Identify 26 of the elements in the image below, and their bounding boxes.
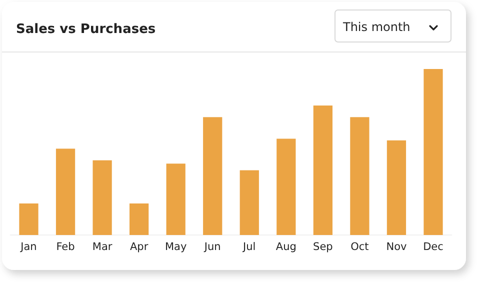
text: This month <box>342 20 410 34</box>
x-tick-label: Oct <box>350 241 369 253</box>
x-tick-label: Nov <box>386 241 407 253</box>
x-tick-label: Apr <box>130 241 149 253</box>
x-tick-label: Dec <box>423 241 444 253</box>
bar <box>92 160 112 235</box>
bar <box>276 138 296 235</box>
bar <box>240 170 259 235</box>
x-tick-label: Jul <box>242 241 256 253</box>
bar <box>386 140 406 235</box>
x-tick-label: Mar <box>92 241 113 253</box>
bar <box>166 164 186 235</box>
x-tick-label: Jan <box>20 241 37 253</box>
x-tick-label: May <box>164 241 187 253</box>
x-tick-label: Jun <box>203 241 221 253</box>
x-tick-label: Sep <box>313 241 334 253</box>
bar <box>350 117 370 235</box>
bar <box>19 203 38 235</box>
x-tick-label: Aug <box>276 241 296 253</box>
chart-title: Sales vs Purchases <box>16 22 156 37</box>
x-tick-label: Feb <box>56 241 76 253</box>
bar <box>56 148 76 235</box>
bar <box>203 117 222 235</box>
bar <box>313 106 332 235</box>
bar <box>130 203 149 235</box>
bar <box>424 69 443 235</box>
